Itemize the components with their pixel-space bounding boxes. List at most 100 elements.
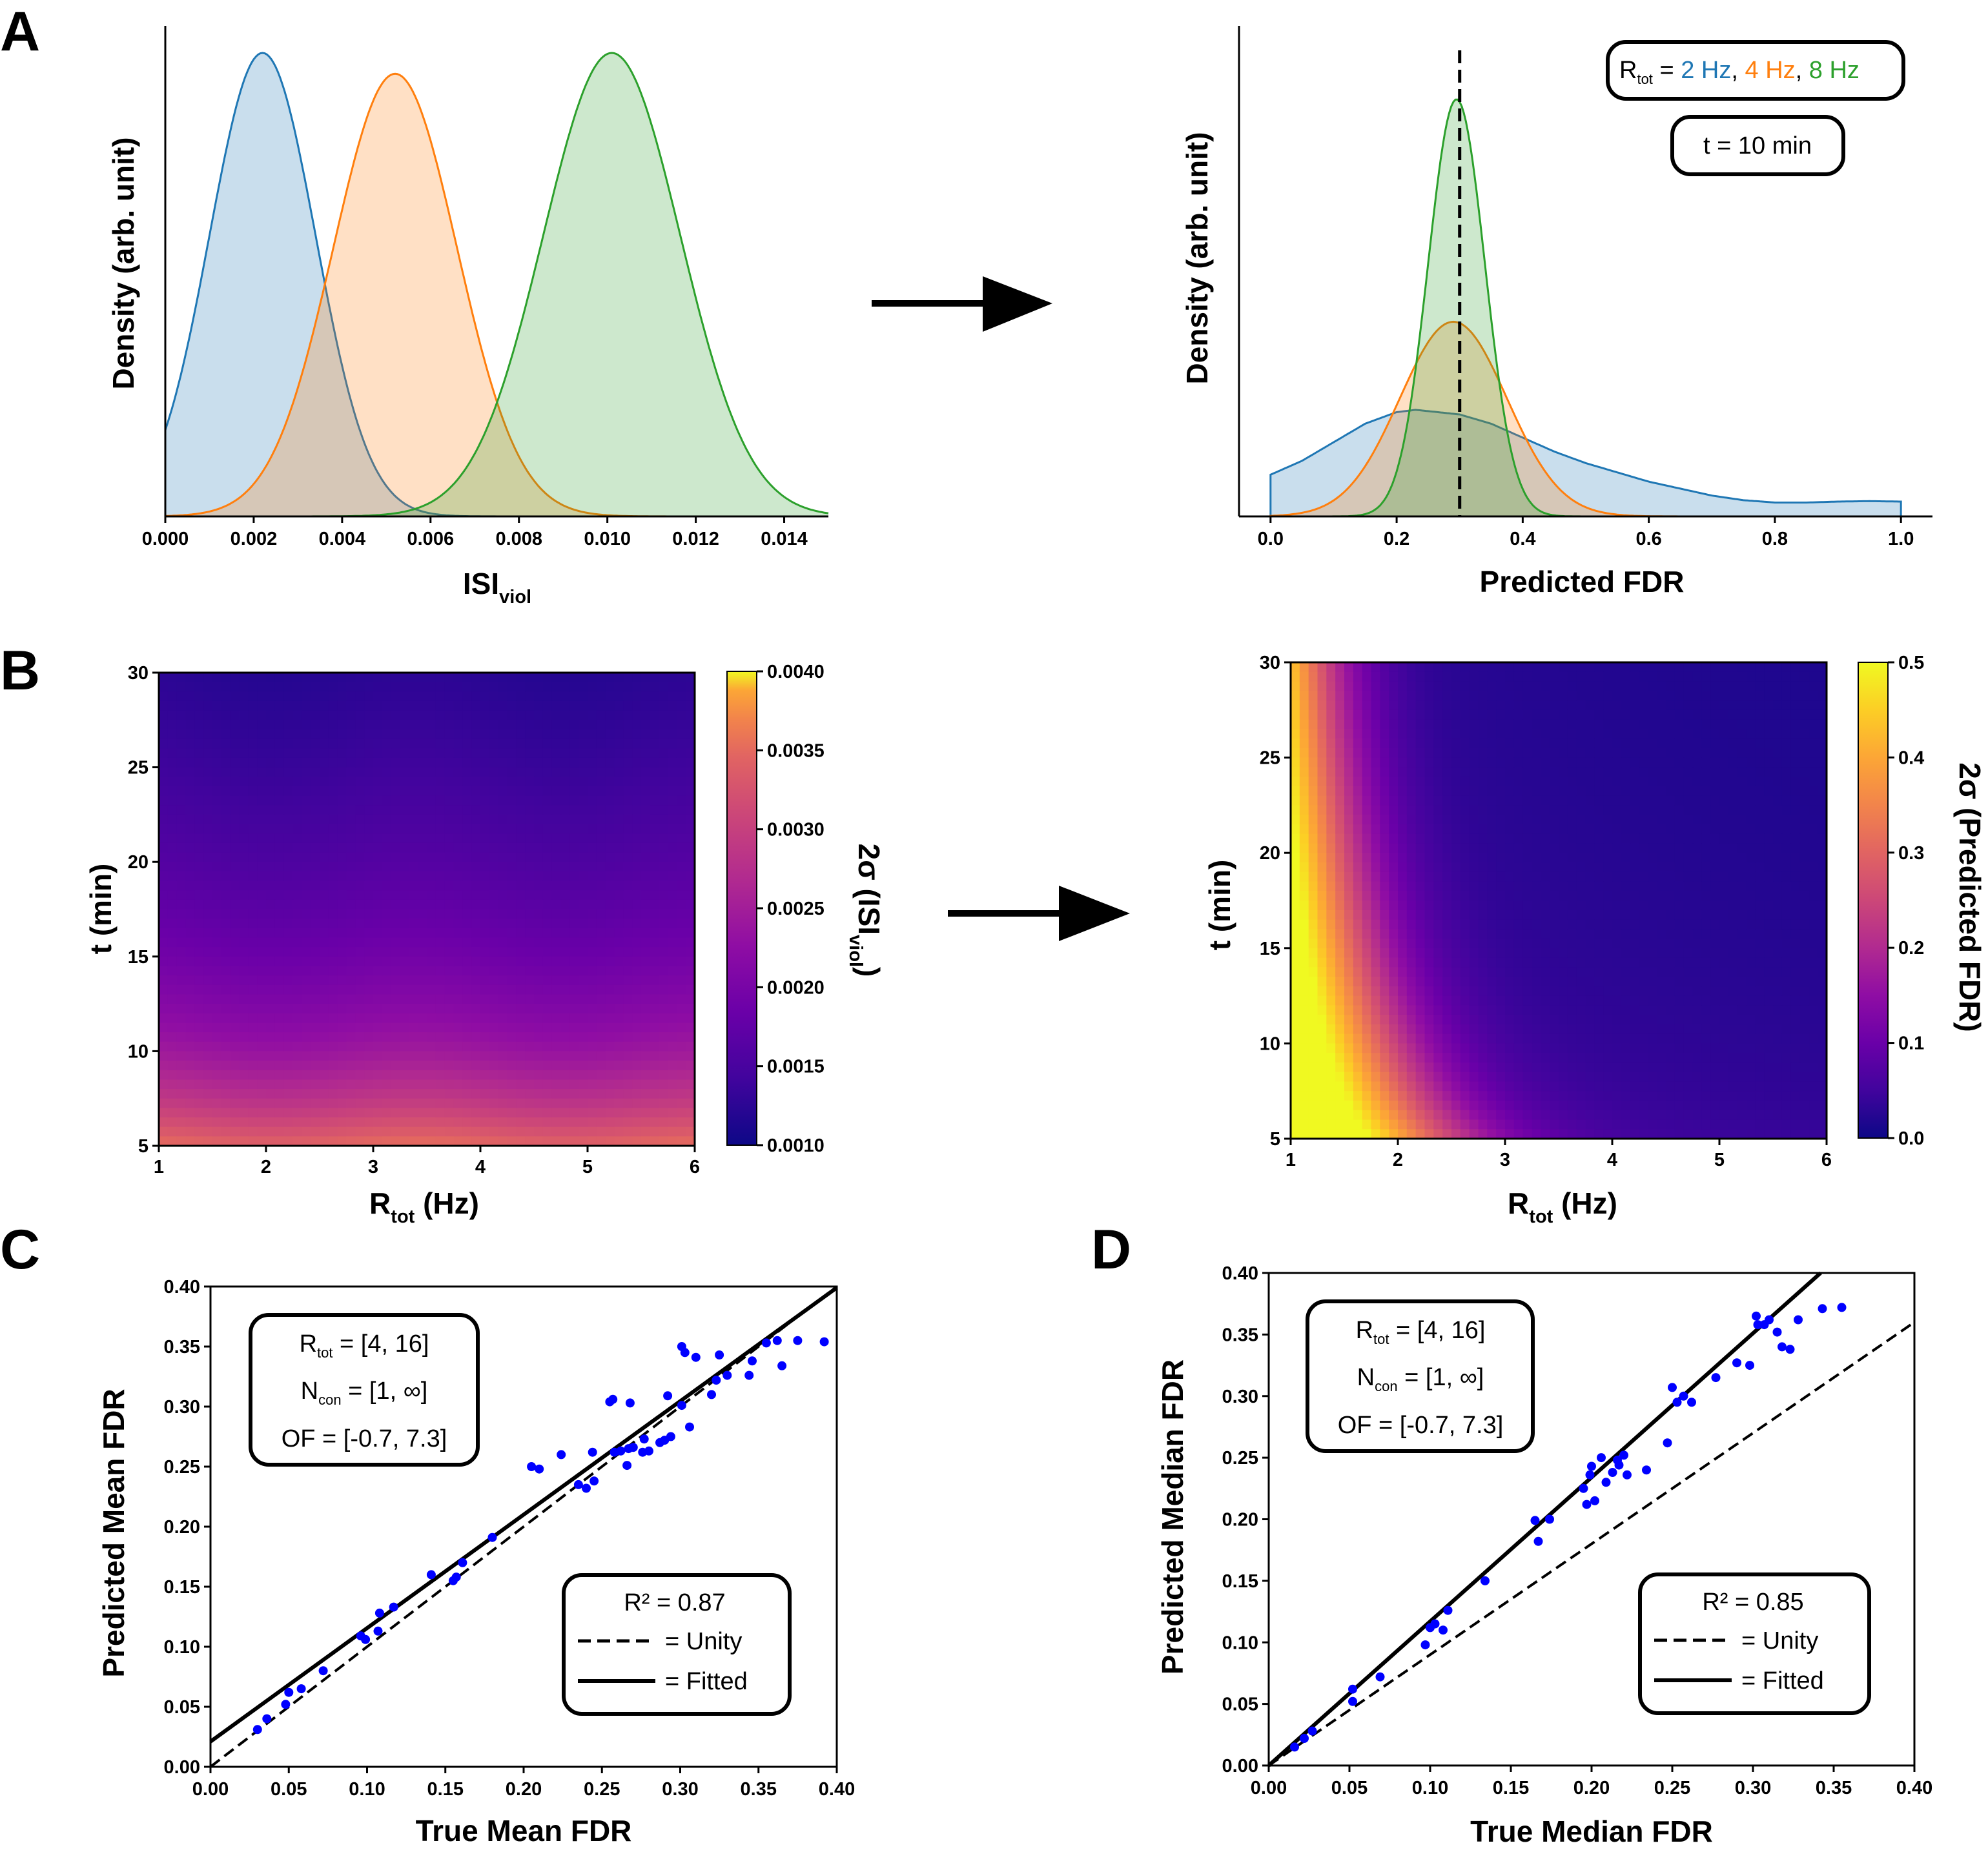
heatmap-cell	[1567, 700, 1577, 711]
heatmap-cell	[489, 842, 499, 853]
heatmap-cell	[1513, 748, 1524, 758]
heatmap-cell	[1317, 700, 1327, 711]
heatmap-cell	[221, 777, 231, 787]
heatmap-cell	[525, 691, 535, 702]
heatmap-cell	[400, 1070, 409, 1080]
heatmap-cell	[444, 928, 455, 939]
heatmap-cell	[337, 890, 347, 901]
heatmap-cell	[346, 937, 356, 948]
heatmap-cell	[588, 682, 597, 692]
heatmap-cell	[409, 757, 418, 768]
heatmap-cell	[1648, 805, 1657, 815]
heatmap-cell	[167, 975, 178, 986]
heatmap-cell	[471, 1126, 481, 1137]
heatmap-cell	[1790, 871, 1801, 882]
heatmap-cell	[1585, 853, 1595, 863]
heatmap-cell	[185, 1051, 195, 1061]
heatmap-cell	[167, 777, 178, 787]
heatmap-cell	[435, 682, 446, 692]
heatmap-cell	[525, 786, 535, 797]
heatmap-cell	[534, 899, 544, 910]
heatmap-cell	[1818, 805, 1827, 815]
heatmap-cell	[1567, 709, 1577, 720]
heatmap-cell	[560, 720, 570, 730]
heatmap-cell	[1657, 805, 1666, 815]
heatmap-cell	[1460, 957, 1470, 968]
heatmap-cell	[320, 975, 329, 986]
heatmap-cell	[1424, 843, 1434, 853]
heatmap-cell	[632, 984, 642, 995]
heatmap-cell	[1818, 824, 1827, 835]
heatmap-cell	[1496, 795, 1506, 806]
heatmap-cell	[507, 720, 517, 730]
heatmap-cell	[614, 738, 624, 749]
heatmap-cell	[373, 700, 383, 711]
heatmap-cell	[641, 738, 651, 749]
heatmap-cell	[1683, 853, 1694, 863]
heatmap-cell	[596, 833, 606, 844]
heatmap-cell	[659, 833, 669, 844]
heatmap-cell	[471, 786, 481, 797]
heatmap-cell	[292, 975, 302, 986]
heatmap-cell	[1299, 767, 1309, 777]
heatmap-cell	[659, 824, 669, 834]
heatmap-cell	[1630, 871, 1640, 882]
heatmap-cell	[328, 937, 338, 948]
heatmap-cell	[1487, 910, 1497, 921]
heatmap-cell	[471, 833, 481, 844]
heatmap-cell	[1657, 919, 1666, 930]
heatmap-cell	[1790, 795, 1801, 806]
heatmap-cell	[641, 862, 651, 872]
heatmap-cell	[1513, 777, 1524, 787]
heatmap-cell	[588, 786, 597, 797]
heatmap-cell	[623, 673, 633, 683]
heatmap-cell	[311, 984, 320, 995]
heatmap-cell	[1415, 719, 1426, 729]
heatmap-cell	[1799, 748, 1809, 758]
heatmap-cell	[560, 682, 570, 692]
heatmap-cell	[409, 1041, 418, 1052]
heatmap-cell	[1683, 795, 1694, 806]
heatmap-cell	[1764, 709, 1774, 720]
heatmap-cell	[1335, 700, 1345, 711]
heatmap-cell	[1683, 681, 1694, 691]
heatmap-cell	[1612, 662, 1622, 673]
heatmap-cell	[542, 824, 553, 834]
heatmap-cell	[283, 700, 294, 711]
heatmap-cell	[588, 1061, 597, 1071]
heatmap-cell	[1809, 919, 1818, 930]
heatmap-cell	[462, 1079, 472, 1090]
heatmap-cell	[1567, 691, 1577, 701]
heatmap-cell	[1683, 862, 1694, 873]
heatmap-cell	[462, 1061, 472, 1071]
heatmap-cell	[382, 1136, 392, 1146]
heatmap-cell	[221, 1079, 231, 1090]
heatmap-cell	[1415, 843, 1426, 853]
heatmap-cell	[650, 700, 660, 711]
heatmap-cell	[596, 937, 606, 948]
heatmap-cell	[1513, 700, 1524, 711]
heatmap-cell	[1764, 929, 1774, 939]
heatmap-cell	[489, 767, 499, 777]
heatmap-cell	[1496, 757, 1506, 768]
heatmap-cell	[212, 842, 222, 853]
heatmap-cell	[355, 757, 365, 768]
heatmap-cell	[677, 673, 686, 683]
heatmap-cell	[1719, 919, 1729, 930]
heatmap-cell	[1683, 843, 1694, 853]
heatmap-cell	[632, 1070, 642, 1080]
heatmap-cell	[444, 852, 455, 862]
heatmap-cell	[212, 1004, 222, 1014]
heatmap-cell	[159, 862, 169, 872]
heatmap-cell	[274, 757, 285, 768]
heatmap-cell	[1728, 662, 1738, 673]
heatmap-cell	[337, 805, 347, 815]
heatmap-cell	[320, 824, 329, 834]
heatmap-cell	[1603, 881, 1613, 891]
heatmap-cell	[1451, 939, 1461, 949]
heatmap-cell	[1809, 795, 1818, 806]
heatmap-cell	[686, 984, 695, 995]
heatmap-cell	[1576, 777, 1586, 787]
heatmap-cell	[266, 1013, 276, 1024]
heatmap-cell	[605, 777, 615, 787]
